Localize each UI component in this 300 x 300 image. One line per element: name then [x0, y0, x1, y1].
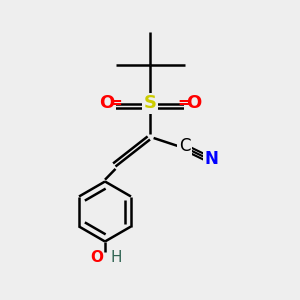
Text: =: = — [178, 95, 190, 110]
Text: N: N — [205, 150, 218, 168]
Text: O: O — [91, 250, 103, 265]
Text: C: C — [179, 137, 190, 155]
Text: O: O — [186, 94, 201, 112]
Text: O: O — [99, 94, 114, 112]
Text: H: H — [111, 250, 122, 265]
Text: S: S — [143, 94, 157, 112]
Text: =: = — [110, 95, 122, 110]
